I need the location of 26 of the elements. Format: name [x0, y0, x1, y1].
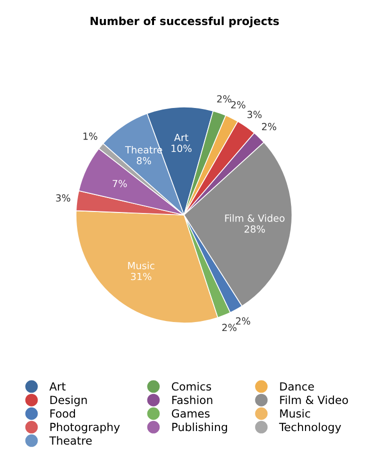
data-label: 7%	[112, 180, 127, 188]
legend-label: Technology	[279, 422, 342, 434]
legend-label: Design	[50, 396, 87, 406]
legend-label: Food	[50, 409, 75, 418]
data-label: Film & Video 28%	[225, 214, 284, 233]
legend-label: Games	[172, 409, 210, 418]
legend-label: Photography	[50, 422, 120, 434]
legend-label: Theatre	[49, 436, 92, 445]
data-label: 1%	[83, 132, 98, 140]
data-label: 2%	[262, 122, 276, 130]
legend-label: Dance	[280, 382, 314, 391]
data-label: 2%	[222, 324, 236, 332]
data-label: 3%	[56, 194, 70, 202]
legend-label: Comics	[172, 382, 212, 391]
legend-label: Publishing	[172, 422, 228, 434]
legend-label: Art	[49, 382, 66, 390]
chart-title: Number of successful projects	[90, 16, 279, 28]
data-label: 2%	[236, 317, 250, 325]
data-label: 3%	[247, 110, 262, 118]
legend-label: Fashion	[172, 396, 212, 404]
data-label: 2%	[217, 95, 232, 103]
data-label: 2%	[231, 101, 246, 108]
legend-label: Film & Video	[280, 396, 348, 404]
legend-label: Music	[280, 409, 310, 418]
data-label: Art 10%	[172, 134, 192, 152]
data-label: Music 31%	[128, 262, 154, 280]
